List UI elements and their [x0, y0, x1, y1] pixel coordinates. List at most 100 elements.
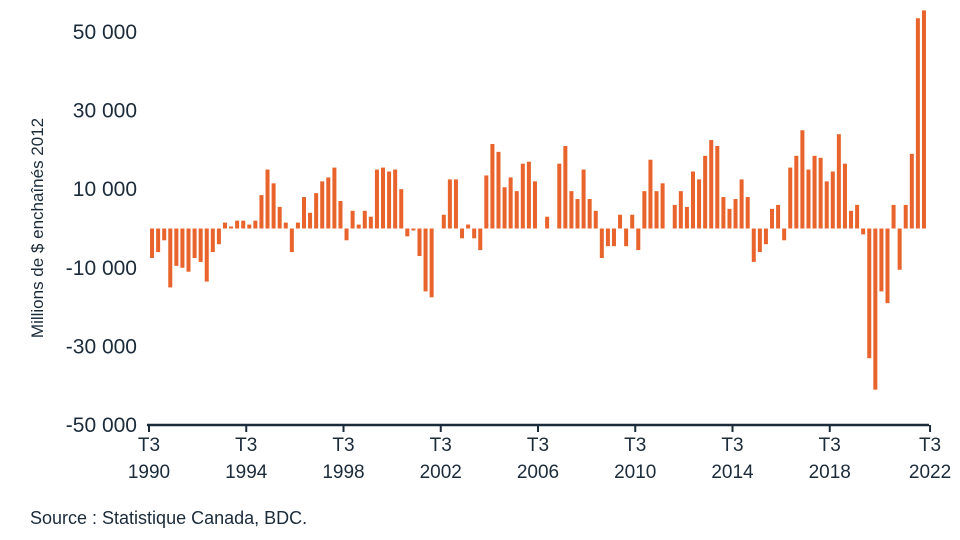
- bar: [624, 228, 629, 247]
- bar: [770, 208, 775, 229]
- bar: [350, 210, 355, 229]
- bar: [727, 208, 732, 229]
- bar: [332, 167, 337, 229]
- bar: [611, 228, 616, 247]
- bar: [411, 228, 416, 231]
- bar: [648, 159, 653, 229]
- bar: [672, 204, 677, 229]
- bar: [897, 228, 902, 270]
- bar: [399, 189, 404, 229]
- bar: [836, 134, 841, 229]
- x-tick-quarter: T3: [819, 435, 841, 456]
- bar: [751, 228, 756, 262]
- bar: [259, 195, 264, 229]
- bar: [575, 199, 580, 229]
- y-axis-ticks: 50 000 30 000 10 000 -10 000 -30 000 -50 000: [66, 21, 137, 437]
- bar: [308, 212, 313, 229]
- x-tick-year: 1990: [128, 462, 170, 483]
- bar: [593, 210, 598, 229]
- bar: [733, 199, 738, 229]
- bar: [508, 177, 513, 229]
- bar: [757, 228, 762, 253]
- bar: [709, 140, 714, 229]
- bar: [520, 163, 525, 229]
- bar: [387, 171, 392, 229]
- bar: [344, 228, 349, 241]
- bar: [581, 169, 586, 229]
- bar: [654, 191, 659, 229]
- x-axis-ticks: T3 1990 T3 1994 T3 1998 T3 2002 T3 2006 T3 2010 T3 20…: [128, 425, 951, 483]
- bar: [229, 226, 234, 229]
- bar: [690, 171, 695, 229]
- bar: [739, 179, 744, 229]
- bar: [429, 228, 434, 298]
- bar: [265, 169, 270, 229]
- bar: [903, 204, 908, 229]
- x-tick-year: 2018: [809, 462, 851, 483]
- x-tick-quarter: T3: [624, 435, 646, 456]
- bar: [393, 169, 398, 229]
- x-tick-quarter: T3: [430, 435, 452, 456]
- bar: [605, 228, 610, 247]
- bar: [484, 175, 489, 229]
- x-tick-quarter: T3: [235, 435, 257, 456]
- x-tick-year: 2002: [420, 462, 462, 483]
- bar: [885, 228, 890, 304]
- y-tick-label: 30 000: [73, 100, 137, 123]
- bar: [849, 210, 854, 229]
- bar: [150, 228, 155, 258]
- bar: [295, 222, 300, 229]
- bar: [326, 177, 331, 229]
- bar: [368, 216, 373, 229]
- bar: [162, 228, 167, 241]
- bar: [496, 151, 501, 229]
- bar: [277, 206, 282, 229]
- bar: [180, 228, 185, 268]
- bar: [168, 228, 173, 288]
- bar: [532, 181, 537, 229]
- bar: [818, 157, 823, 229]
- y-tick-label: -10 000: [66, 257, 137, 280]
- bar: [867, 228, 872, 359]
- x-tick-quarter: T3: [919, 435, 941, 456]
- bar: [283, 222, 288, 229]
- bar: [715, 145, 720, 229]
- bar: [763, 228, 768, 245]
- bar: [569, 191, 574, 229]
- bar: [660, 183, 665, 229]
- y-tick-label: 10 000: [73, 178, 137, 201]
- bar: [222, 222, 227, 229]
- bar: [824, 181, 829, 229]
- bar: [697, 179, 702, 229]
- bar: [618, 214, 623, 229]
- bar: [381, 167, 386, 229]
- bar: [830, 171, 835, 229]
- bar: [776, 204, 781, 229]
- bar: [490, 144, 495, 229]
- bar: [314, 193, 319, 229]
- bar: [174, 228, 179, 266]
- bar: [909, 153, 914, 229]
- bar: [782, 228, 787, 241]
- bar: [587, 199, 592, 229]
- bar: [855, 204, 860, 229]
- bar: [210, 228, 215, 253]
- x-tick-quarter: T3: [721, 435, 743, 456]
- bar: [453, 179, 458, 229]
- x-tick-year: 2010: [614, 462, 656, 483]
- bar: [204, 228, 209, 282]
- bar: [678, 191, 683, 229]
- x-tick-year: 1998: [322, 462, 364, 483]
- y-axis-label: Millions de $ enchaînés 2012: [28, 118, 47, 338]
- y-tick-label: -30 000: [66, 335, 137, 358]
- bar: [721, 197, 726, 229]
- bar: [502, 187, 507, 229]
- y-tick-label: 50 000: [73, 21, 137, 44]
- bar: [526, 161, 531, 229]
- bar: [423, 228, 428, 292]
- x-tick-year: 2014: [711, 462, 754, 483]
- bar: [362, 210, 367, 229]
- bar: [235, 220, 240, 229]
- bar: [545, 216, 550, 229]
- bar: [684, 206, 689, 229]
